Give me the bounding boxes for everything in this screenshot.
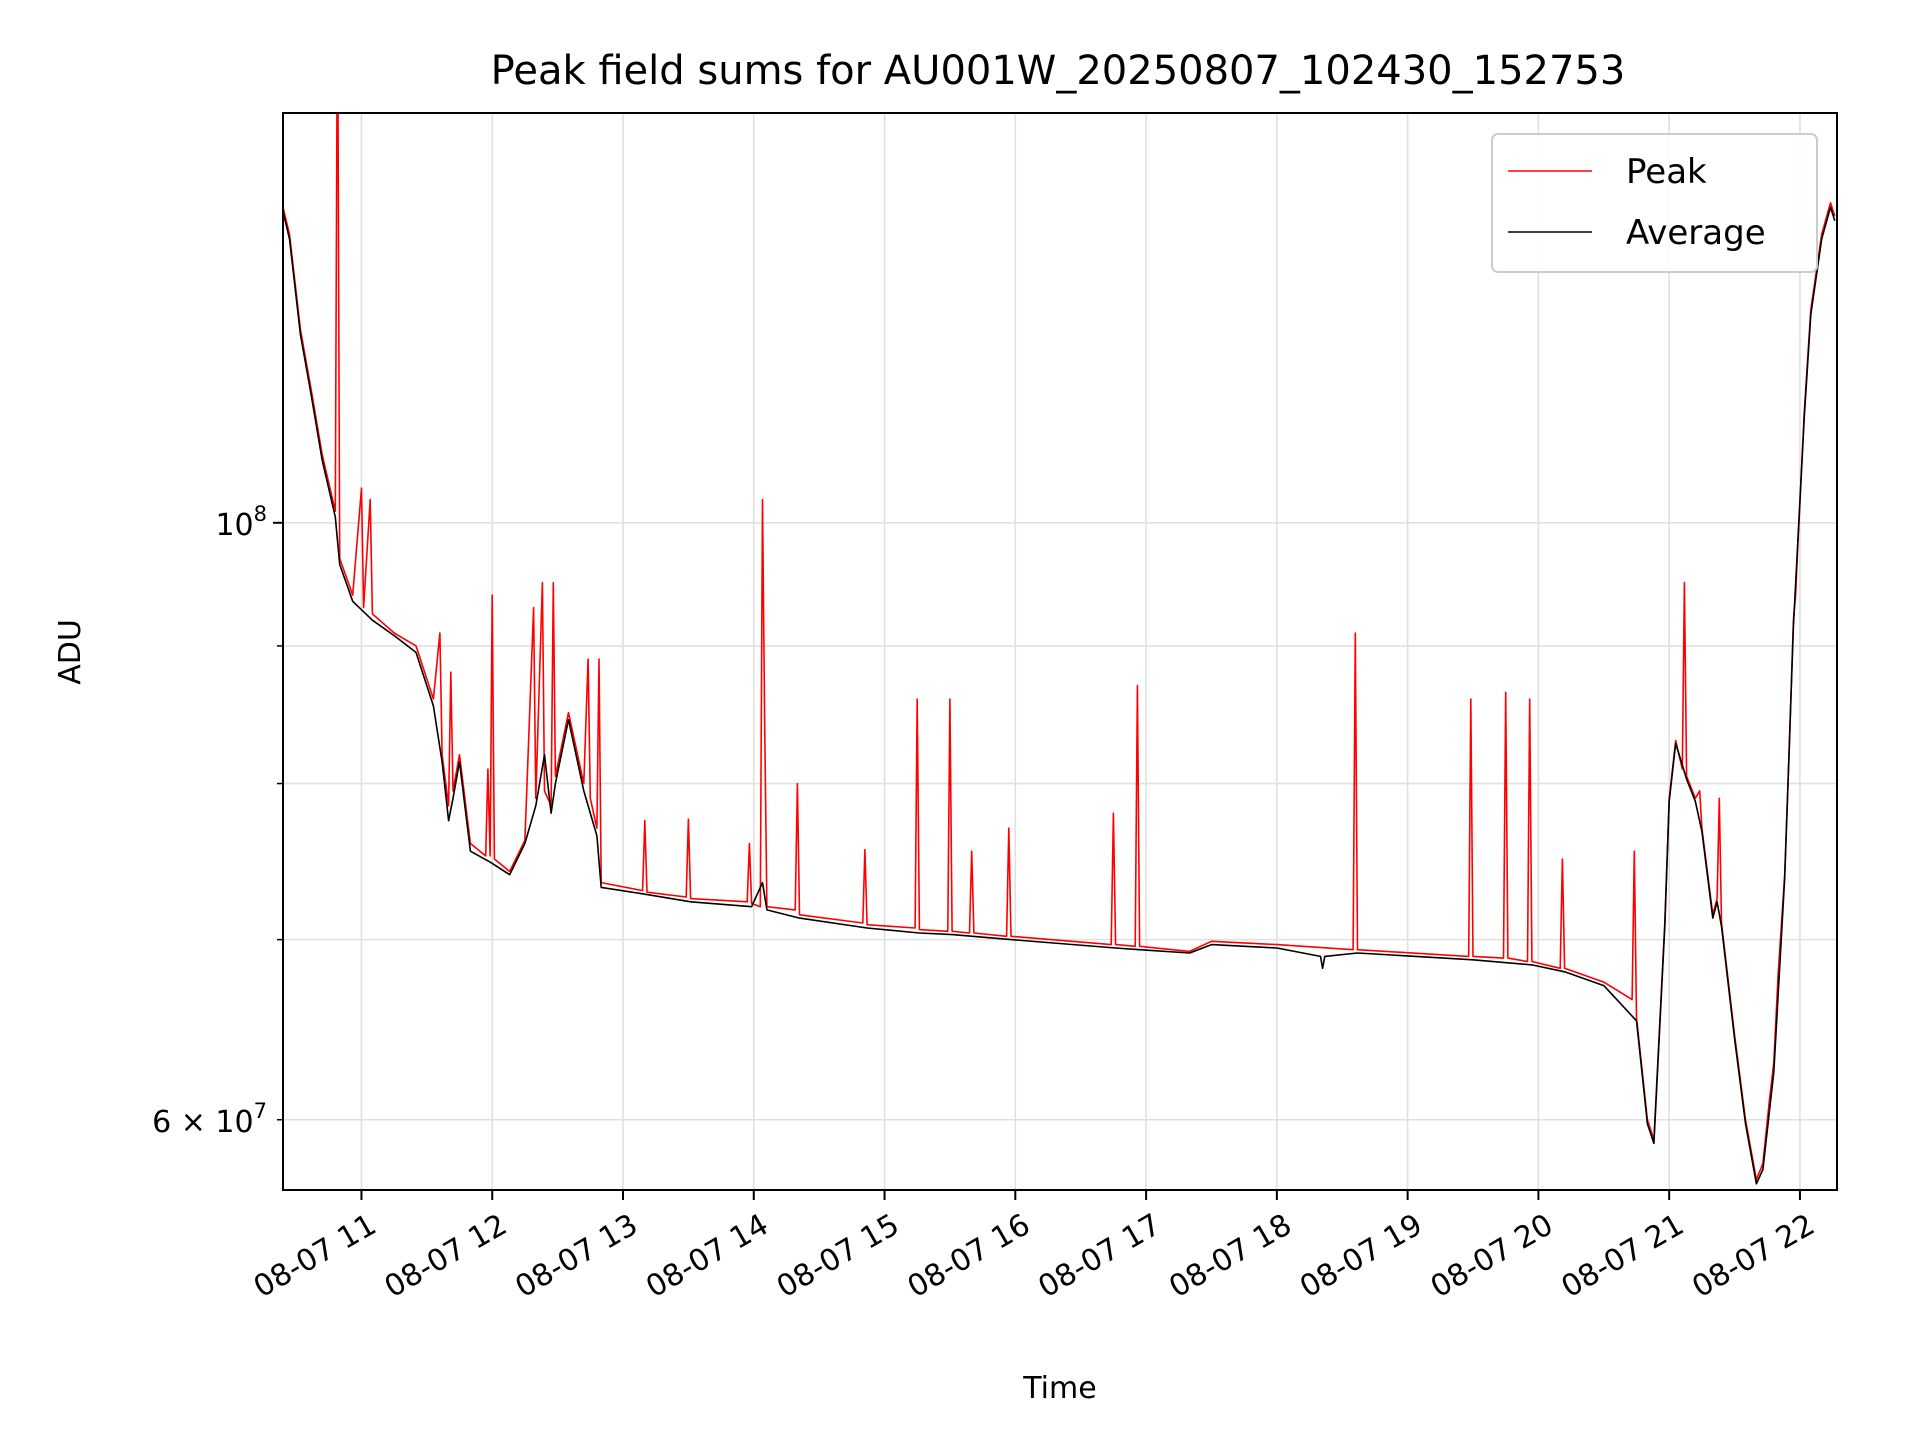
series-layer bbox=[283, 113, 1836, 1185]
y-axis-title: ADU bbox=[53, 619, 88, 685]
y-axis: 108 6 × 107 bbox=[152, 502, 283, 1140]
legend-box bbox=[1491, 133, 1818, 273]
y-tick-label: 6 × 107 bbox=[152, 1099, 267, 1140]
series-line-peak bbox=[283, 113, 1836, 1181]
plot-frame bbox=[282, 112, 1838, 1191]
chart-title: Peak field sums for AU001W_20250807_1024… bbox=[491, 48, 1626, 94]
legend-label-average: Average bbox=[1626, 213, 1766, 253]
y-tick-label: 108 bbox=[215, 502, 267, 543]
series-line-average bbox=[283, 206, 1836, 1185]
legend: Peak Average bbox=[1491, 133, 1818, 273]
x-axis-title: Time bbox=[1022, 1371, 1096, 1406]
legend-label-peak: Peak bbox=[1626, 152, 1707, 192]
